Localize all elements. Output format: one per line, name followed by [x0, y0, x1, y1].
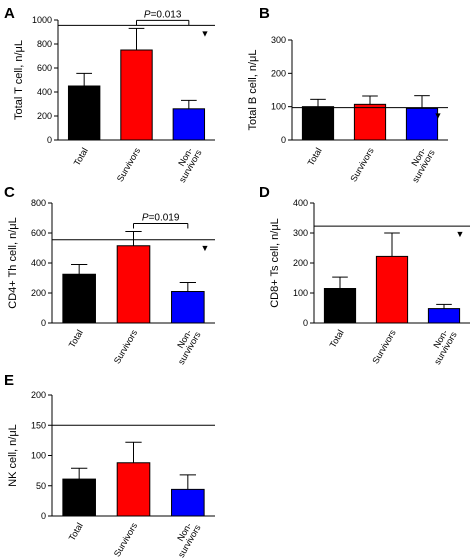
- category-label: Survivors: [112, 521, 140, 558]
- y-axis-label: Total T cell, n/μL: [13, 40, 25, 120]
- panel-letter: E: [4, 372, 14, 389]
- y-tick-label: 200: [31, 288, 46, 298]
- p-value: =0.013: [151, 9, 182, 20]
- reference-marker: ▼: [434, 111, 443, 121]
- bar-survivors: [116, 462, 151, 517]
- panel-letter: B: [259, 5, 270, 22]
- reference-marker: ▼: [456, 229, 465, 239]
- y-tick-label: 300: [293, 228, 308, 238]
- bar-non-survivors: [171, 291, 205, 324]
- bar-non-survivors: [171, 488, 205, 517]
- category-label: Total: [306, 146, 324, 167]
- category-label: Total: [67, 521, 85, 542]
- bar-total: [67, 85, 101, 141]
- chart-panel-b: B 0 100 200 300 Total B cell, n/μL Total Surviv…: [247, 5, 448, 184]
- y-tick-label: 600: [31, 228, 46, 238]
- y-tick-label: 0: [41, 511, 46, 521]
- y-axis-label: CD8+ Ts cell, n/μL: [269, 218, 281, 308]
- y-tick-label: 0: [281, 135, 286, 145]
- y-tick-label: 400: [31, 258, 46, 268]
- reference-marker: ▼: [201, 28, 210, 38]
- category-label: Survivors: [348, 146, 376, 184]
- bar-survivors: [375, 255, 409, 324]
- bar-survivors: [116, 245, 151, 324]
- y-tick-label: 100: [271, 102, 286, 112]
- y-axis-label: NK cell, n/μL: [7, 424, 19, 487]
- chart-panel-e: E 0 50 100 150 200 NK cell, n/μL Total Survivors…: [4, 372, 215, 558]
- y-tick-label: 100: [293, 288, 308, 298]
- y-tick-label: 100: [31, 451, 46, 461]
- category-label: Survivors: [115, 146, 143, 184]
- category-label: Total: [72, 146, 90, 167]
- category-label: Survivors: [370, 328, 398, 366]
- y-tick-label: 0: [41, 318, 46, 328]
- bar-total: [62, 273, 96, 324]
- y-tick-label: 150: [31, 420, 46, 430]
- p-value-label: P=0.013: [144, 9, 182, 20]
- bar-survivors: [120, 49, 153, 141]
- p-symbol: P: [142, 213, 149, 224]
- chart-panel-d: D 0 100 200 300 400 CD8+ Ts cell, n/μL Total Sur…: [259, 184, 470, 366]
- y-tick-label: 400: [37, 87, 52, 97]
- panel-letter: C: [4, 184, 15, 201]
- chart-panel-c: C 0 200 400 600 800 CD4+ Th cell, n/μL Total Sur…: [4, 184, 215, 366]
- bar-total: [62, 478, 96, 517]
- bar-total: [301, 106, 335, 141]
- y-tick-label: 50: [36, 481, 46, 491]
- y-tick-label: 200: [31, 390, 46, 400]
- p-value: =0.019: [149, 213, 180, 224]
- reference-marker: ▼: [201, 243, 210, 253]
- category-label: Total: [328, 328, 346, 349]
- chart-panel-a: A 0 200 400 600 800 1000 Total T cell, n/μL Tota…: [4, 5, 215, 184]
- y-tick-label: 400: [293, 198, 308, 208]
- y-tick-label: 600: [37, 63, 52, 73]
- p-value-label: P=0.019: [142, 213, 180, 224]
- y-tick-label: 200: [271, 68, 286, 78]
- y-tick-label: 0: [303, 318, 308, 328]
- y-tick-label: 0: [47, 135, 52, 145]
- panel-letter: A: [4, 5, 15, 22]
- bar-non-survivors: [427, 308, 461, 324]
- category-label: Survivors: [112, 328, 140, 366]
- bar-non-survivors: [172, 108, 206, 141]
- y-axis-label: Total B cell, n/μL: [247, 50, 259, 131]
- bar-survivors: [353, 103, 387, 141]
- y-tick-label: 200: [37, 111, 52, 121]
- panel-letter: D: [259, 184, 270, 201]
- bar-total: [323, 288, 357, 324]
- y-tick-label: 300: [271, 35, 286, 45]
- y-tick-label: 800: [31, 198, 46, 208]
- bar-non-survivors: [405, 107, 439, 141]
- y-axis-label: CD4+ Th cell, n/μL: [7, 217, 19, 308]
- y-tick-label: 1000: [32, 15, 52, 25]
- y-tick-label: 800: [37, 39, 52, 49]
- y-tick-label: 200: [293, 258, 308, 268]
- category-label: Total: [67, 328, 85, 349]
- p-symbol: P: [144, 9, 151, 20]
